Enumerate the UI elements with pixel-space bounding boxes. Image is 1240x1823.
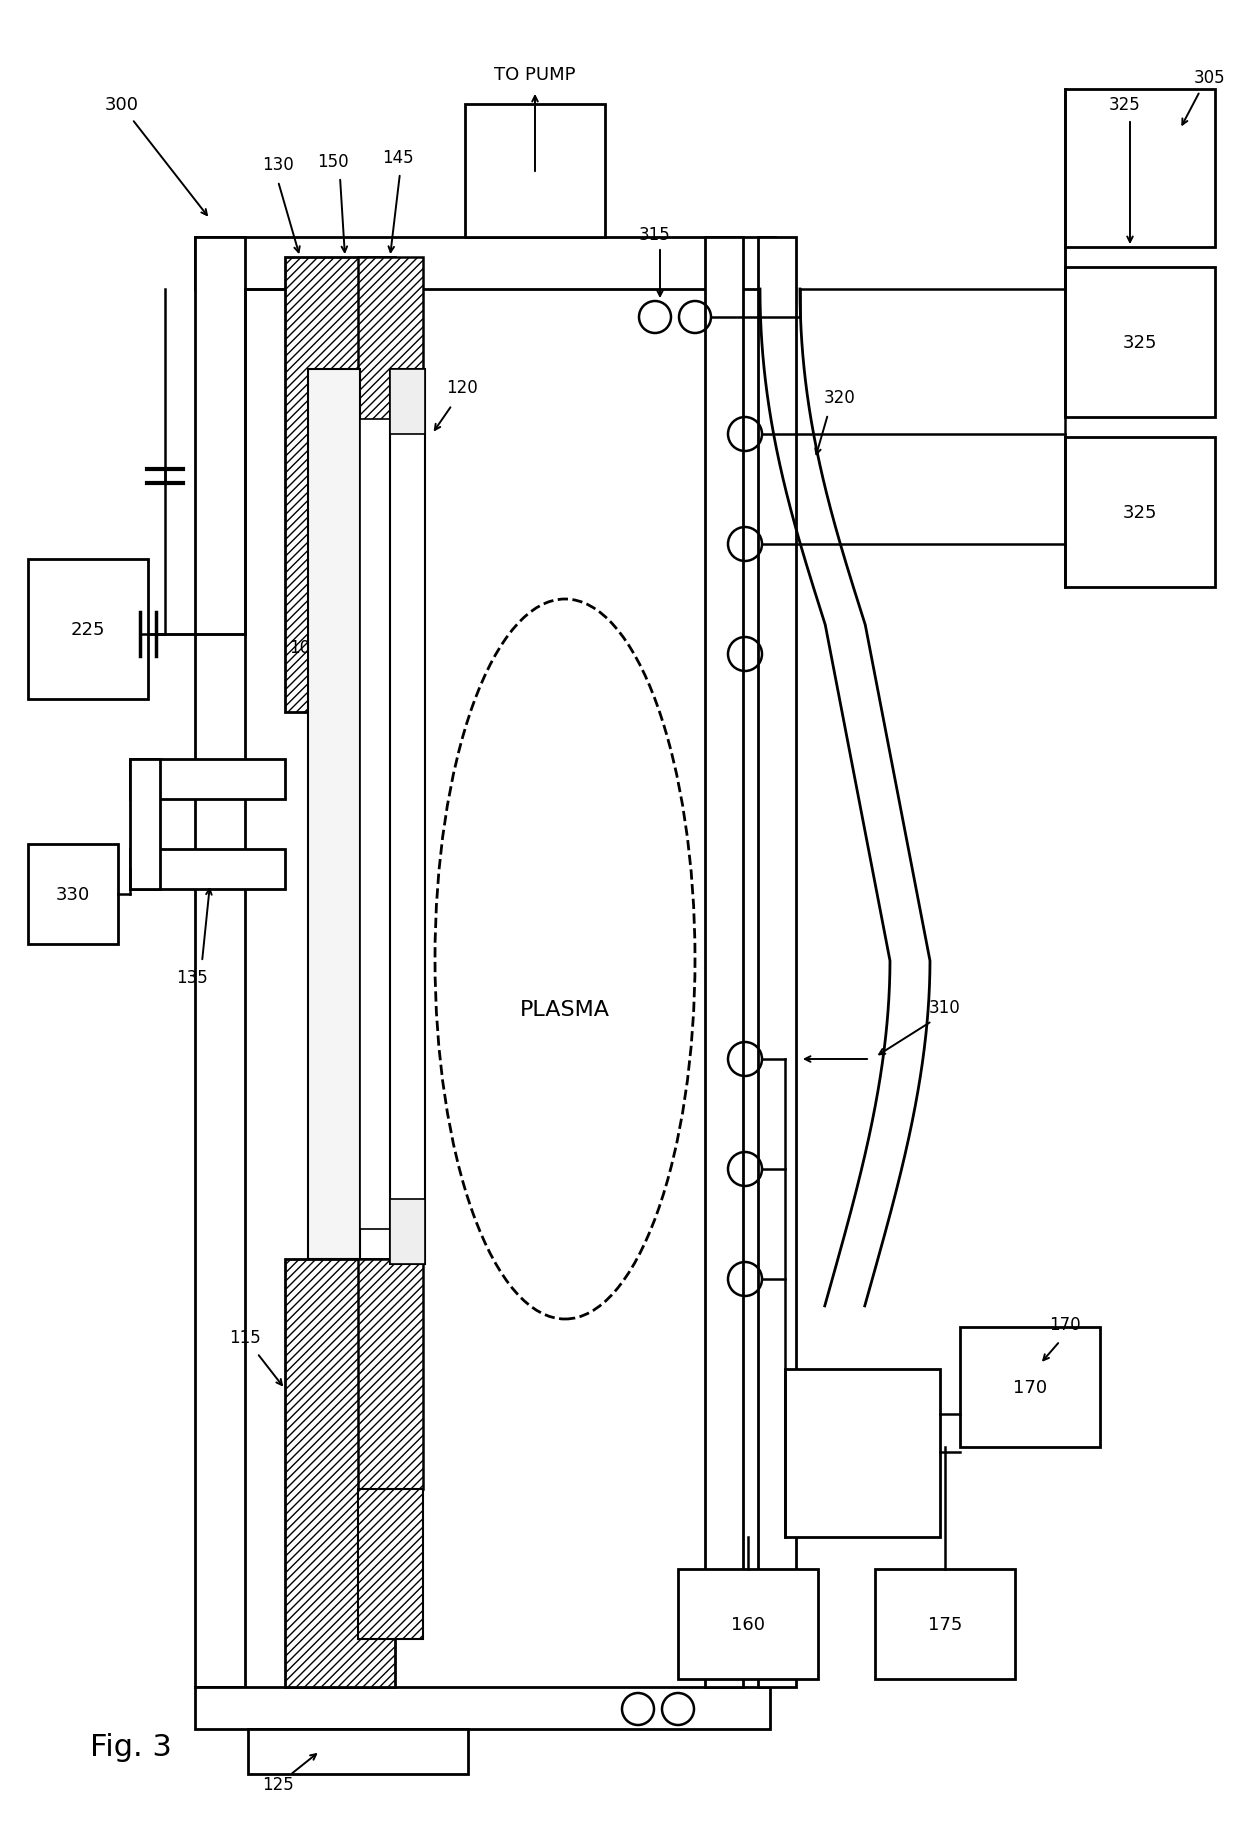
Text: TO PUMP: TO PUMP bbox=[495, 66, 575, 84]
Bar bbox=[130, 760, 160, 890]
Bar bbox=[785, 1369, 940, 1537]
Bar bbox=[308, 370, 360, 1260]
Bar bbox=[130, 850, 285, 890]
Text: 160: 160 bbox=[732, 1615, 765, 1633]
Text: 170: 170 bbox=[1013, 1378, 1047, 1396]
Bar bbox=[1065, 89, 1215, 248]
Bar bbox=[391, 1200, 425, 1265]
Bar bbox=[391, 370, 425, 434]
Text: 320: 320 bbox=[825, 388, 856, 407]
Text: 175: 175 bbox=[928, 1615, 962, 1633]
Bar bbox=[960, 1327, 1100, 1447]
Bar bbox=[29, 560, 148, 700]
Text: 115: 115 bbox=[229, 1329, 260, 1345]
Text: 225: 225 bbox=[71, 620, 105, 638]
Bar bbox=[195, 1686, 770, 1728]
Text: 310: 310 bbox=[929, 999, 961, 1017]
Bar bbox=[1065, 438, 1215, 587]
Bar bbox=[360, 419, 391, 1229]
Bar bbox=[706, 237, 743, 1686]
Text: 325: 325 bbox=[1109, 97, 1141, 115]
Bar bbox=[678, 1570, 818, 1679]
Text: 170: 170 bbox=[1049, 1314, 1081, 1333]
Text: 305: 305 bbox=[1194, 69, 1226, 88]
Bar bbox=[875, 1570, 1016, 1679]
Bar bbox=[130, 760, 285, 800]
Bar bbox=[358, 257, 423, 527]
Text: 110: 110 bbox=[319, 552, 351, 571]
Bar bbox=[358, 1489, 423, 1639]
Text: 130: 130 bbox=[262, 157, 294, 173]
Bar bbox=[285, 1260, 396, 1686]
Text: 125: 125 bbox=[262, 1776, 294, 1794]
Text: 315: 315 bbox=[639, 226, 671, 244]
Text: 300: 300 bbox=[105, 97, 139, 115]
Bar bbox=[758, 237, 796, 1686]
Bar bbox=[195, 237, 246, 1686]
Text: 145: 145 bbox=[382, 149, 414, 168]
Text: 135: 135 bbox=[176, 968, 208, 986]
Text: 165: 165 bbox=[376, 1455, 408, 1473]
Bar bbox=[1065, 268, 1215, 417]
Bar bbox=[285, 257, 396, 713]
Bar bbox=[248, 1728, 467, 1774]
Bar bbox=[358, 1260, 423, 1489]
Text: PLASMA: PLASMA bbox=[520, 999, 610, 1019]
Text: 330: 330 bbox=[56, 886, 91, 904]
Bar bbox=[29, 844, 118, 944]
Text: Fig. 3: Fig. 3 bbox=[91, 1732, 172, 1761]
Text: 150: 150 bbox=[317, 153, 348, 171]
Bar bbox=[465, 106, 605, 237]
Bar bbox=[391, 370, 425, 1265]
Text: 105: 105 bbox=[289, 638, 321, 656]
Text: 120: 120 bbox=[446, 379, 477, 397]
Bar bbox=[195, 237, 775, 290]
Text: 325: 325 bbox=[1122, 334, 1157, 352]
Text: 325: 325 bbox=[1122, 503, 1157, 521]
